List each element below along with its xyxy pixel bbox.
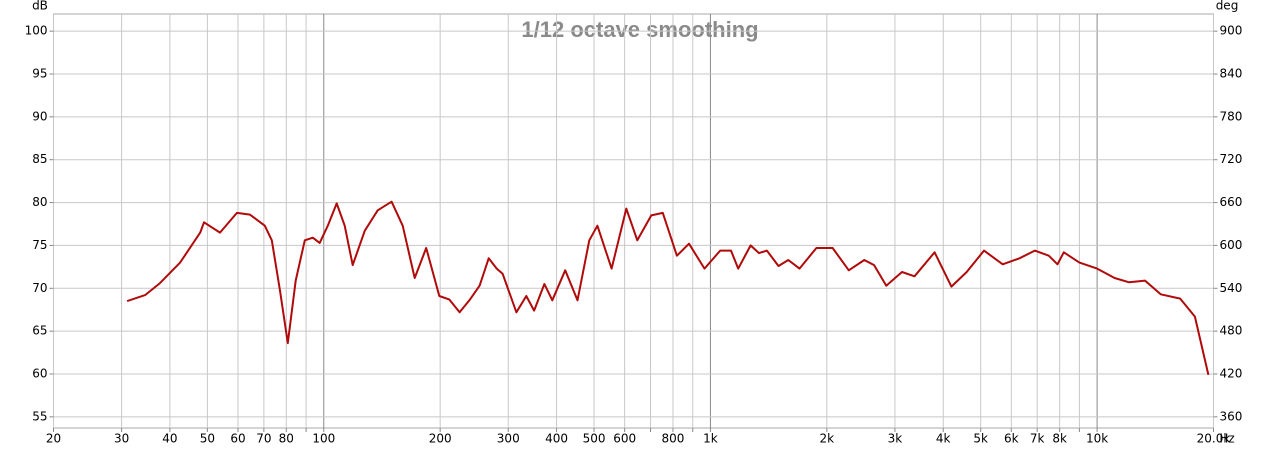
y2-tick-label: 420 bbox=[1220, 367, 1243, 381]
response-line bbox=[126, 200, 1210, 376]
y-tick-label: 70 bbox=[32, 281, 47, 295]
x-tick-label: 5k bbox=[973, 432, 988, 446]
x-tick-label: 60 bbox=[230, 432, 245, 446]
x-tick-label: 50 bbox=[200, 432, 215, 446]
y-tick-label: 100 bbox=[25, 24, 48, 38]
y-tick-label: 95 bbox=[32, 67, 47, 81]
y2-tick-label: 360 bbox=[1220, 409, 1243, 423]
x-tick-label: 80 bbox=[279, 432, 294, 446]
x-tick-label: 7k bbox=[1030, 432, 1045, 446]
x-tick-label: 800 bbox=[662, 432, 685, 446]
x-tick-label: 20 bbox=[46, 432, 61, 446]
y2-axis-label: deg bbox=[1216, 0, 1239, 13]
y2-tick-label: 780 bbox=[1220, 109, 1243, 123]
x-axis-label: Hz bbox=[1219, 432, 1234, 446]
y-tick-label: 85 bbox=[32, 152, 47, 166]
y2-tick-label: 540 bbox=[1220, 281, 1243, 295]
x-tick-label: 100 bbox=[312, 432, 335, 446]
x-tick-label: 8k bbox=[1052, 432, 1067, 446]
y-tick-label: 55 bbox=[32, 409, 47, 423]
x-tick-label: 4k bbox=[936, 432, 951, 446]
y2-tick-label: 660 bbox=[1220, 195, 1243, 209]
x-tick-label: 200 bbox=[429, 432, 452, 446]
y2-tick-label: 720 bbox=[1220, 152, 1243, 166]
y2-tick-label: 840 bbox=[1220, 67, 1243, 81]
x-tick-label: 2k bbox=[820, 432, 835, 446]
x-tick-label: 20.0k bbox=[1197, 432, 1231, 446]
x-tick-label: 6k bbox=[1004, 432, 1019, 446]
x-tick-label: 10k bbox=[1086, 432, 1108, 446]
plot-frame bbox=[53, 13, 1214, 429]
x-tick-label: 500 bbox=[583, 432, 606, 446]
x-tick-label: 600 bbox=[613, 432, 636, 446]
y-tick-label: 65 bbox=[32, 324, 47, 338]
y-tick-label: 75 bbox=[32, 238, 47, 252]
x-tick-label: 400 bbox=[545, 432, 568, 446]
x-tick-label: 70 bbox=[256, 432, 271, 446]
y-tick-label: 90 bbox=[32, 109, 47, 123]
y2-tick-label: 480 bbox=[1220, 324, 1243, 338]
y2-tick-label: 600 bbox=[1220, 238, 1243, 252]
y2-tick-label: 900 bbox=[1220, 24, 1243, 38]
x-tick-label: 40 bbox=[162, 432, 177, 446]
chart-title: 1/12 octave smoothing bbox=[521, 17, 758, 42]
x-tick-label: 1k bbox=[703, 432, 718, 446]
y-tick-label: 60 bbox=[32, 367, 47, 381]
x-tick-label: 30 bbox=[114, 432, 129, 446]
y-tick-label: 80 bbox=[32, 195, 47, 209]
y-axis-label: dB bbox=[32, 0, 48, 13]
x-tick-label: 3k bbox=[888, 432, 903, 446]
x-tick-label: 300 bbox=[497, 432, 520, 446]
